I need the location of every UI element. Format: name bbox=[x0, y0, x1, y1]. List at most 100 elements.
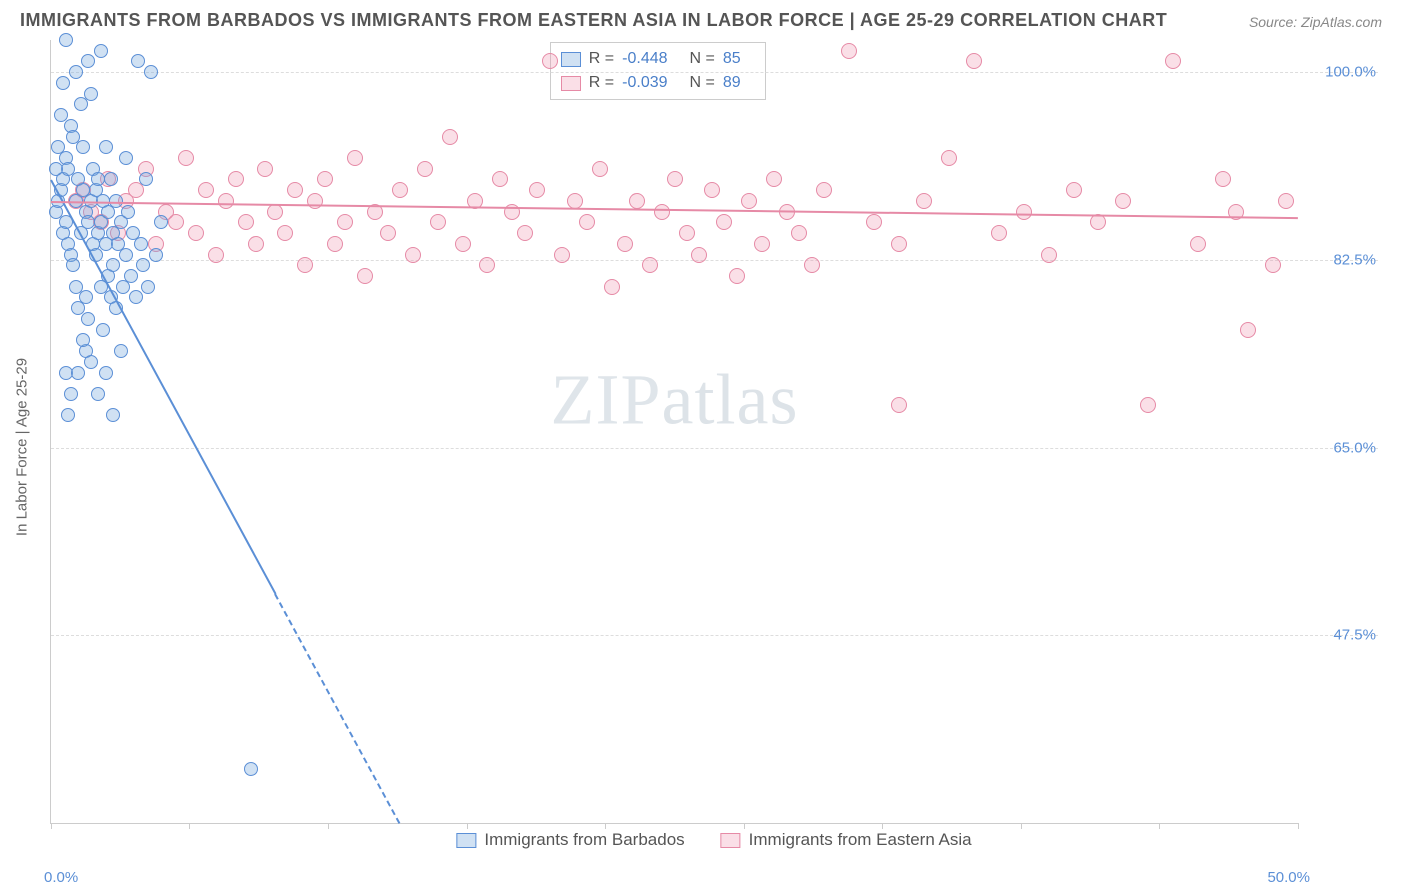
scatter-point-barbados bbox=[121, 205, 135, 219]
scatter-point-eastern-asia bbox=[198, 182, 214, 198]
scatter-point-barbados bbox=[51, 140, 65, 154]
scatter-point-eastern-asia bbox=[866, 214, 882, 230]
scatter-point-eastern-asia bbox=[327, 236, 343, 252]
grid-line bbox=[51, 635, 1378, 636]
scatter-point-eastern-asia bbox=[479, 257, 495, 273]
scatter-point-eastern-asia bbox=[766, 171, 782, 187]
scatter-point-barbados bbox=[119, 151, 133, 165]
legend-item-eastern-asia: Immigrants from Eastern Asia bbox=[721, 830, 972, 850]
scatter-point-eastern-asia bbox=[1240, 322, 1256, 338]
watermark-bold: ZIP bbox=[551, 360, 662, 440]
scatter-point-barbados bbox=[136, 258, 150, 272]
scatter-point-eastern-asia bbox=[517, 225, 533, 241]
scatter-point-barbados bbox=[129, 290, 143, 304]
scatter-point-eastern-asia bbox=[654, 204, 670, 220]
scatter-point-barbados bbox=[84, 355, 98, 369]
scatter-point-eastern-asia bbox=[554, 247, 570, 263]
scatter-point-barbados bbox=[64, 387, 78, 401]
scatter-point-barbados bbox=[124, 269, 138, 283]
scatter-point-eastern-asia bbox=[168, 214, 184, 230]
scatter-point-eastern-asia bbox=[455, 236, 471, 252]
scatter-point-eastern-asia bbox=[208, 247, 224, 263]
scatter-point-barbados bbox=[76, 333, 90, 347]
scatter-point-barbados bbox=[81, 312, 95, 326]
scatter-point-eastern-asia bbox=[442, 129, 458, 145]
scatter-point-barbados bbox=[54, 108, 68, 122]
x-tick bbox=[882, 823, 883, 829]
scatter-point-eastern-asia bbox=[1090, 214, 1106, 230]
scatter-point-eastern-asia bbox=[248, 236, 264, 252]
scatter-point-eastern-asia bbox=[337, 214, 353, 230]
scatter-point-eastern-asia bbox=[604, 279, 620, 295]
scatter-point-eastern-asia bbox=[287, 182, 303, 198]
legend-item-barbados: Immigrants from Barbados bbox=[456, 830, 684, 850]
scatter-point-barbados bbox=[141, 280, 155, 294]
y-tick-label: 65.0% bbox=[1304, 439, 1376, 456]
x-tick bbox=[1021, 823, 1022, 829]
scatter-point-eastern-asia bbox=[317, 171, 333, 187]
x-tick bbox=[328, 823, 329, 829]
scatter-point-eastern-asia bbox=[529, 182, 545, 198]
scatter-point-barbados bbox=[99, 366, 113, 380]
x-max-label: 50.0% bbox=[1267, 869, 1310, 886]
scatter-point-eastern-asia bbox=[679, 225, 695, 241]
scatter-point-eastern-asia bbox=[257, 161, 273, 177]
scatter-point-eastern-asia bbox=[392, 182, 408, 198]
scatter-point-eastern-asia bbox=[891, 236, 907, 252]
scatter-point-barbados bbox=[154, 215, 168, 229]
scatter-point-barbados bbox=[79, 290, 93, 304]
scatter-point-eastern-asia bbox=[617, 236, 633, 252]
scatter-point-barbados bbox=[91, 387, 105, 401]
scatter-point-eastern-asia bbox=[1190, 236, 1206, 252]
scatter-point-eastern-asia bbox=[1278, 193, 1294, 209]
chart-container: In Labor Force | Age 25-29 ZIPatlas R = … bbox=[50, 40, 1378, 854]
scatter-point-eastern-asia bbox=[841, 43, 857, 59]
scatter-point-barbados bbox=[149, 248, 163, 262]
scatter-point-barbados bbox=[131, 54, 145, 68]
stat-n-label-2: N = bbox=[690, 71, 715, 95]
grid-line bbox=[51, 260, 1378, 261]
x-min-label: 0.0% bbox=[44, 869, 78, 886]
scatter-point-barbados bbox=[96, 323, 110, 337]
scatter-point-barbados bbox=[56, 76, 70, 90]
source-label: Source: ZipAtlas.com bbox=[1249, 14, 1382, 30]
scatter-point-eastern-asia bbox=[667, 171, 683, 187]
scatter-point-eastern-asia bbox=[991, 225, 1007, 241]
x-tick bbox=[189, 823, 190, 829]
legend-label-barbados: Immigrants from Barbados bbox=[484, 830, 684, 850]
scatter-point-eastern-asia bbox=[816, 182, 832, 198]
scatter-point-barbados bbox=[74, 97, 88, 111]
scatter-point-eastern-asia bbox=[228, 171, 244, 187]
scatter-point-eastern-asia bbox=[277, 225, 293, 241]
scatter-point-eastern-asia bbox=[380, 225, 396, 241]
stat-r-val-1: -0.448 bbox=[622, 47, 667, 71]
scatter-point-eastern-asia bbox=[297, 257, 313, 273]
plot-area: ZIPatlas R = -0.448 N = 85 R = -0.039 N … bbox=[50, 40, 1298, 824]
scatter-point-barbados bbox=[59, 33, 73, 47]
stat-n-label-1: N = bbox=[690, 47, 715, 71]
scatter-point-eastern-asia bbox=[430, 214, 446, 230]
grid-line bbox=[51, 72, 1378, 73]
scatter-point-barbados bbox=[69, 65, 83, 79]
scatter-point-barbados bbox=[81, 54, 95, 68]
scatter-point-barbados bbox=[61, 408, 75, 422]
scatter-point-eastern-asia bbox=[642, 257, 658, 273]
scatter-point-eastern-asia bbox=[1041, 247, 1057, 263]
scatter-point-eastern-asia bbox=[1215, 171, 1231, 187]
scatter-point-eastern-asia bbox=[629, 193, 645, 209]
legend-bottom: Immigrants from Barbados Immigrants from… bbox=[456, 830, 971, 850]
grid-line bbox=[51, 448, 1378, 449]
scatter-point-eastern-asia bbox=[804, 257, 820, 273]
x-tick bbox=[744, 823, 745, 829]
swatch-eastern-asia bbox=[561, 76, 581, 91]
chart-title: IMMIGRANTS FROM BARBADOS VS IMMIGRANTS F… bbox=[20, 10, 1167, 31]
scatter-point-eastern-asia bbox=[417, 161, 433, 177]
scatter-point-eastern-asia bbox=[357, 268, 373, 284]
legend-label-eastern-asia: Immigrants from Eastern Asia bbox=[749, 830, 972, 850]
scatter-point-barbados bbox=[139, 172, 153, 186]
scatter-point-eastern-asia bbox=[704, 182, 720, 198]
scatter-point-eastern-asia bbox=[916, 193, 932, 209]
scatter-point-eastern-asia bbox=[891, 397, 907, 413]
scatter-point-eastern-asia bbox=[267, 204, 283, 220]
regression-line-barbados-dashed bbox=[275, 594, 401, 825]
